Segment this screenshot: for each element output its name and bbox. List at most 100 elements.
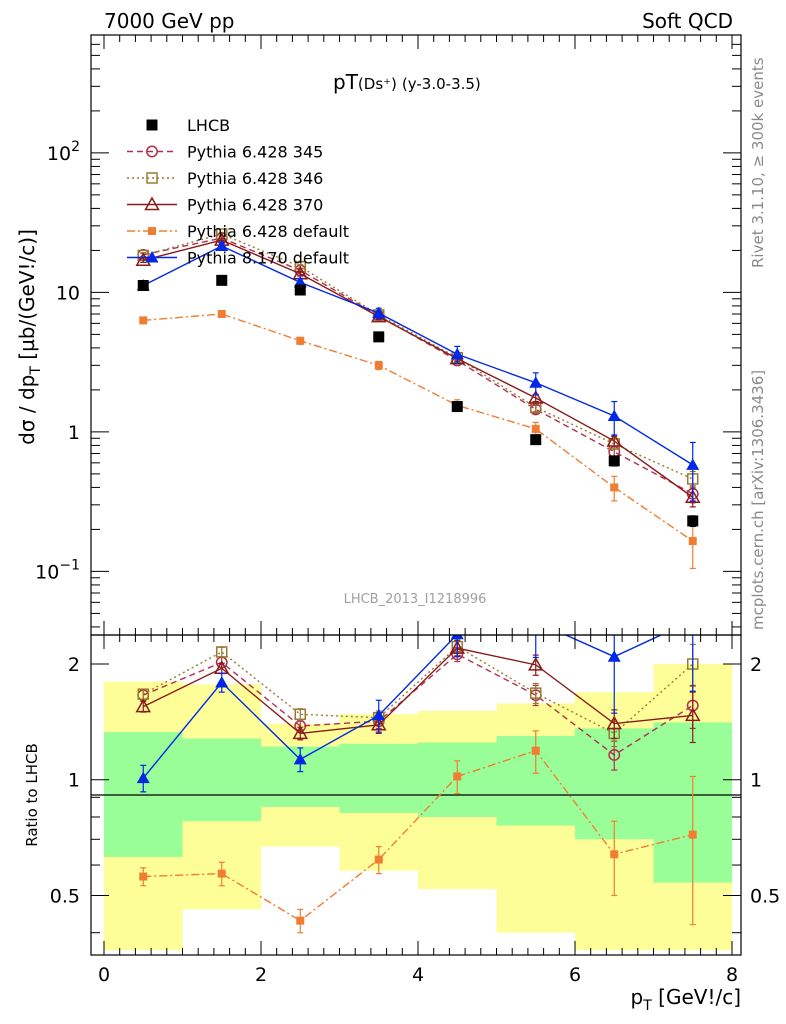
rivet-label: Rivet 3.1.10, ≥ 300k events: [749, 57, 767, 268]
mcplots-label: mcplots.cern.ch [arXiv:1306.3436]: [749, 370, 767, 630]
ratio-point-pythia-8-170-default: [215, 676, 229, 688]
legend-item-lhcb: LHCB: [146, 116, 230, 135]
data-point-pythia-8-170-default: [529, 376, 543, 388]
data-point-pythia-6-428-370: [606, 433, 623, 447]
analysis-watermark: LHCB_2013_I1218996: [344, 592, 487, 607]
ratio-point-pythia-6-428-370: [606, 715, 623, 730]
data-point-pythia-6-428-370: [135, 252, 152, 266]
data-point-pythia-6-428-default: [296, 336, 305, 345]
ratio-point-pythia-6-428-default: [453, 772, 462, 781]
ratio-point-pythia-6-428-default: [688, 830, 697, 839]
plot-title: pT(Ds⁺) (y-3.0-3.5): [333, 70, 481, 94]
main-series-group: [135, 228, 701, 570]
ratio-line-pythia-6-428-346: [142, 645, 694, 735]
legend-item-pythia-8-170-default: Pythia 8.170 default: [127, 249, 349, 268]
data-point-lhcb: [294, 284, 306, 296]
ratio-y-tick-label-right: 1: [750, 770, 762, 792]
ratio-series-pythia-6-428-default: [139, 730, 697, 934]
ratio-y-tick-label: 2: [68, 654, 80, 676]
data-point-lhcb: [451, 401, 463, 413]
x-tick-label: 4: [412, 964, 424, 986]
ratio-point-pythia-6-428-default: [531, 746, 540, 755]
header-left: 7000 GeV pp: [104, 9, 235, 33]
data-point-pythia-6-428-default: [688, 537, 697, 546]
data-point-pythia-8-170-default: [293, 275, 307, 288]
ratio-point-pythia-6-428-346: [294, 708, 306, 721]
data-point-lhcb: [216, 274, 228, 286]
ratio-line-pythia-6-428-370: [142, 647, 693, 735]
legend-label: Pythia 6.428 346: [187, 169, 323, 188]
main-series-lhcb: [137, 274, 699, 528]
band-green: [339, 743, 418, 813]
data-point-pythia-6-428-default: [217, 310, 226, 319]
data-point-pythia-6-428-default: [531, 424, 540, 433]
ratio-point-pythia-8-170-default: [136, 771, 150, 784]
data-point-lhcb: [373, 331, 385, 343]
x-tick-label: 8: [726, 964, 738, 986]
ratio-line-pythia-6-428-345: [142, 653, 694, 756]
legend-label: Pythia 8.170 default: [187, 249, 349, 268]
ratio-point-pythia-8-170-default: [529, 615, 542, 627]
main-series-pythia-6-428-346: [137, 228, 699, 489]
ratio-y-tick-label-right: 2: [750, 654, 762, 676]
band-green: [182, 738, 261, 822]
ratio-point-pythia-6-428-370: [527, 656, 544, 671]
series-line-pythia-6-428-370: [143, 239, 694, 498]
legend-marker: [146, 119, 158, 131]
data-point-lhcb: [687, 515, 699, 527]
main-axis-ticks: 10−1 1 10 102: [35, 34, 741, 635]
ratio-point-pythia-6-428-346: [530, 687, 542, 699]
ratio-series-clipped: [135, 615, 701, 934]
ratio-series-group: [135, 615, 701, 934]
header-right: Soft QCD: [642, 9, 733, 33]
ratio-line-pythia-8-170-default: [142, 635, 663, 779]
series-line-pythia-8-170-default: [142, 245, 694, 466]
ratio-point-pythia-6-428-370: [135, 698, 152, 713]
ratio-point-pythia-6-428-default: [217, 869, 226, 878]
ratio-y-tick-label: 1: [68, 770, 80, 792]
ratio-plot-panel: 0.5 0.5 1 1 2 2 0 2 4 6 8 Ratio to LHCB pT [GeV!/c…: [23, 615, 780, 1014]
legend-label: LHCB: [187, 116, 230, 135]
ratio-point-pythia-6-428-346: [216, 646, 228, 658]
series-line-pythia-6-428-346: [143, 233, 694, 480]
x-tick-label: 6: [569, 964, 581, 986]
ratio-point-pythia-6-428-default: [139, 872, 148, 881]
ratio-frame: [90, 634, 742, 956]
main-y-tick-label: 10−1: [35, 557, 80, 583]
data-point-lhcb: [608, 455, 620, 467]
ratio-point-pythia-8-170-default: [372, 708, 386, 721]
main-y-axis-label: dσ / dpT [µb/(GeV!/c)]: [15, 229, 44, 445]
data-point-pythia-8-170-default: [450, 347, 464, 360]
data-point-pythia-8-170-default: [686, 458, 700, 470]
ratio-point-pythia-6-428-default: [296, 916, 305, 925]
legend-marker: [148, 227, 156, 235]
data-point-lhcb: [137, 280, 149, 292]
x-tick-label: 2: [255, 964, 267, 986]
main-series-pythia-8-170-default: [136, 239, 700, 502]
legend-marker: [144, 196, 160, 211]
legend-label: Pythia 6.428 default: [187, 222, 349, 241]
ratio-point-pythia-6-428-default: [610, 850, 619, 859]
ratio-point-pythia-8-170-default: [450, 635, 464, 640]
ratio-line-pythia-6-428-default: [143, 749, 693, 922]
data-point-pythia-6-428-default: [374, 361, 383, 370]
series-line-pythia-6-428-default: [143, 313, 694, 542]
ratio-y-axis-label: Ratio to LHCB: [23, 743, 41, 847]
legend-item-pythia-6-428-default: Pythia 6.428 default: [127, 222, 349, 241]
data-point-lhcb: [530, 434, 542, 446]
legend-item-pythia-6-428-345: Pythia 6.428 345: [127, 143, 323, 162]
x-tick-label: 0: [98, 964, 110, 986]
legend-marker: [146, 172, 158, 184]
ratio-point-pythia-6-428-345: [608, 749, 621, 761]
legend: LHCB Pythia 6.428 345 Pythia 6.428 346 Pyth…: [127, 116, 349, 268]
legend-label: Pythia 6.428 345: [187, 143, 323, 162]
legend-marker: [145, 251, 159, 263]
legend-item-pythia-6-428-346: Pythia 6.428 346: [127, 169, 323, 188]
data-point-pythia-6-428-default: [610, 483, 619, 492]
ratio-point-pythia-8-170-default: [607, 650, 621, 662]
ratio-point-pythia-6-428-370: [684, 707, 701, 722]
main-y-tick-label: 10: [56, 282, 80, 304]
ratio-axis-ticks: 0.5 0.5 1 1 2 2 0 2 4 6 8: [50, 635, 780, 986]
x-axis-label: pT [GeV!/c]: [631, 985, 741, 1014]
